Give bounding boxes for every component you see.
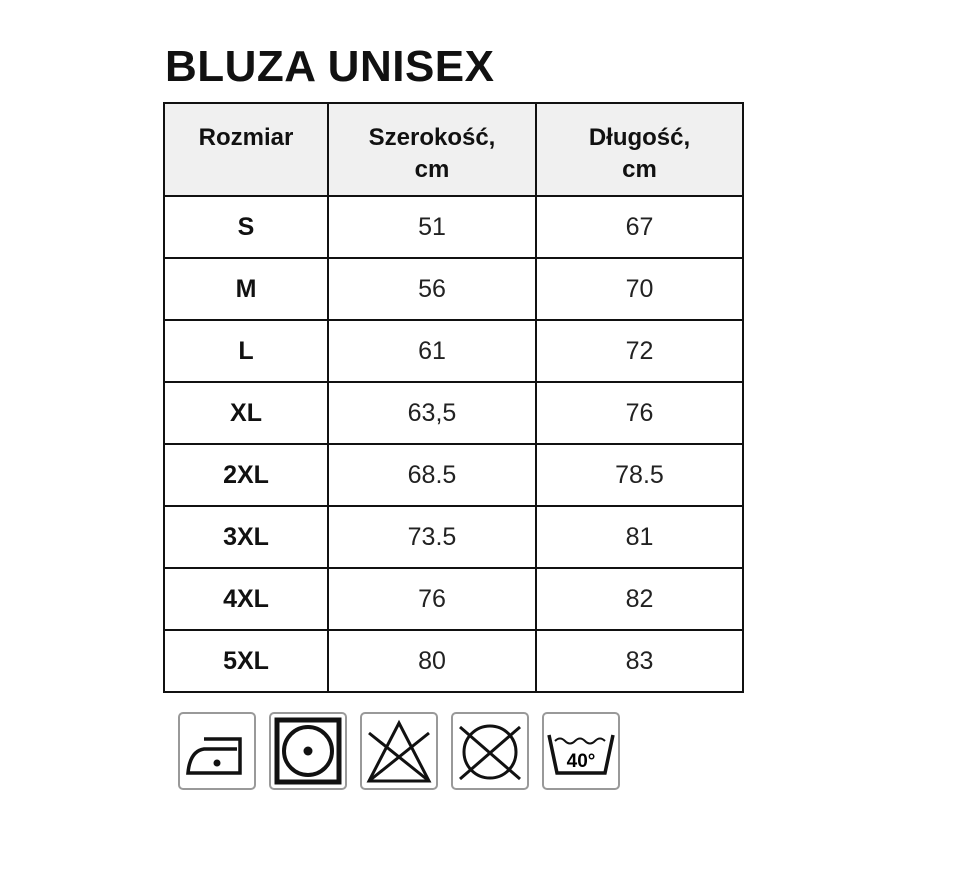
do-not-bleach-icon <box>360 712 438 790</box>
cell-size: 5XL <box>163 629 329 693</box>
header-label: Szerokość, <box>368 124 496 151</box>
cell-length: 78.5 <box>535 443 744 507</box>
iron-one-dot-icon <box>178 712 256 790</box>
header-width: Szerokość, cm <box>327 102 537 197</box>
cell-width: 76 <box>327 567 537 631</box>
cell-width: 51 <box>327 195 537 259</box>
header-unit: cm <box>622 156 657 183</box>
table-header-row: Rozmiar Szerokość, cm Długość, cm <box>163 102 744 197</box>
cell-length: 76 <box>535 381 744 445</box>
cell-width: 68.5 <box>327 443 537 507</box>
header-label: Rozmiar <box>198 124 294 151</box>
table-row: L 61 72 <box>163 319 744 383</box>
do-not-dry-clean-icon <box>451 712 529 790</box>
tumble-dry-low-icon <box>269 712 347 790</box>
cell-width: 61 <box>327 319 537 383</box>
header-label: Długość, <box>588 124 691 151</box>
header-size: Rozmiar <box>163 102 329 197</box>
cell-size: 2XL <box>163 443 329 507</box>
table-row: M 56 70 <box>163 257 744 321</box>
care-icons: 40° <box>178 712 620 790</box>
cell-size: XL <box>163 381 329 445</box>
table-row: 3XL 73.5 81 <box>163 505 744 569</box>
cell-length: 83 <box>535 629 744 693</box>
table-row: 4XL 76 82 <box>163 567 744 631</box>
cell-width: 80 <box>327 629 537 693</box>
cell-size: M <box>163 257 329 321</box>
table-row: 5XL 80 83 <box>163 629 744 693</box>
header-unit: cm <box>414 156 450 183</box>
wash-40-icon: 40° <box>542 712 620 790</box>
cell-length: 67 <box>535 195 744 259</box>
table-row: 2XL 68.5 78.5 <box>163 443 744 507</box>
cell-length: 82 <box>535 567 744 631</box>
cell-width: 56 <box>327 257 537 321</box>
table-row: S 51 67 <box>163 195 744 259</box>
cell-width: 73.5 <box>327 505 537 569</box>
cell-size: S <box>163 195 329 259</box>
page-title: BLUZA UNISEX <box>165 42 495 91</box>
size-table: Rozmiar Szerokość, cm Długość, cm S 51 67 M 56… <box>163 102 744 693</box>
cell-size: 4XL <box>163 567 329 631</box>
cell-length: 72 <box>535 319 744 383</box>
cell-width: 63,5 <box>327 381 537 445</box>
cell-length: 70 <box>535 257 744 321</box>
cell-length: 81 <box>535 505 744 569</box>
cell-size: 3XL <box>163 505 329 569</box>
table-row: XL 63,5 76 <box>163 381 744 445</box>
header-length: Długość, cm <box>535 102 744 197</box>
wash-temperature: 40° <box>567 751 596 772</box>
cell-size: L <box>163 319 329 383</box>
